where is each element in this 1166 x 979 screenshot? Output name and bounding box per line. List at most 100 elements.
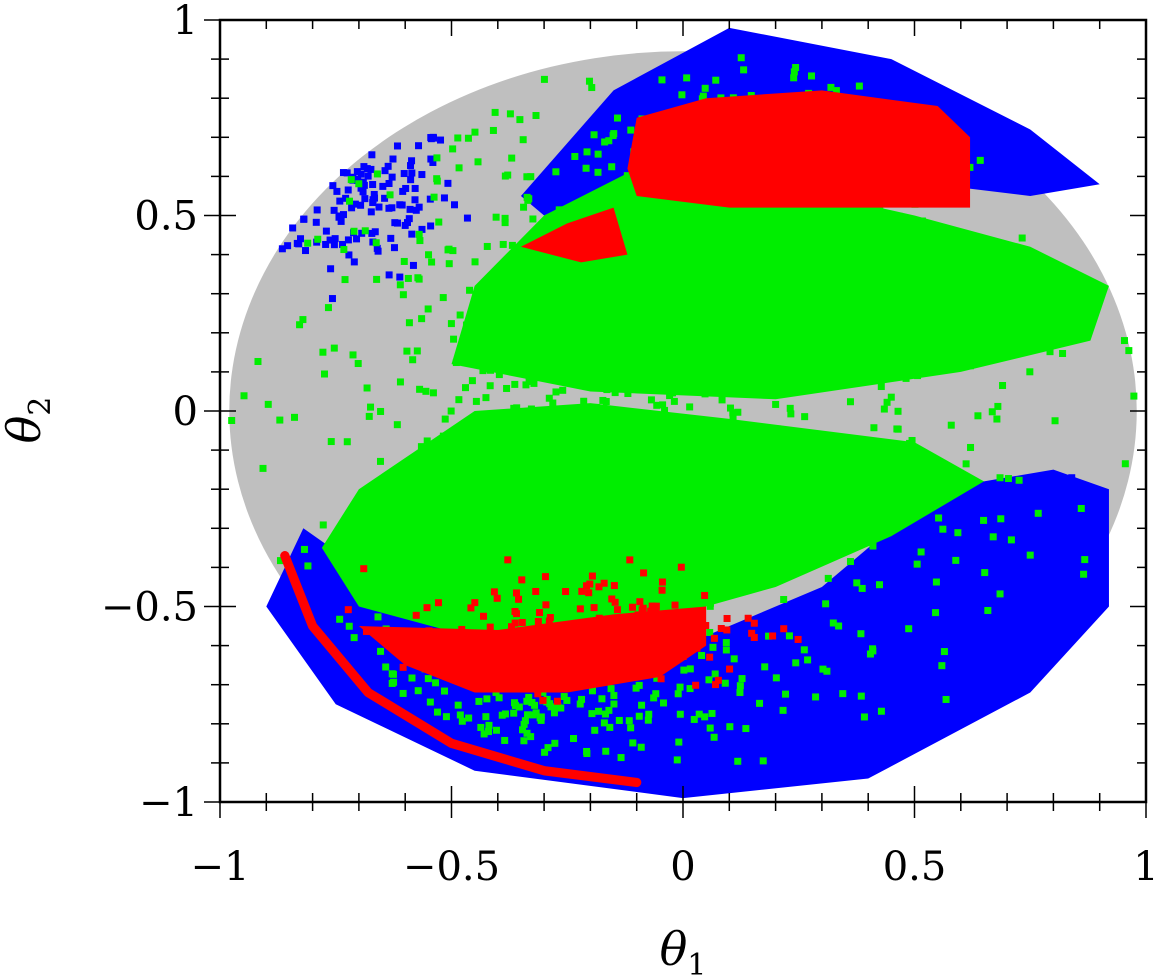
data-point [586,446,594,454]
data-point [1001,535,1009,543]
data-point [585,589,593,597]
data-point [565,421,573,429]
data-point [756,699,764,707]
data-point [620,366,628,374]
data-point [636,306,644,314]
data-point [827,83,835,91]
data-point [769,632,777,640]
data-point [579,591,587,599]
data-point [600,719,608,727]
data-point [679,652,687,660]
data-point [483,242,491,250]
data-point [918,217,926,225]
data-point [519,136,527,144]
data-point [632,190,640,198]
data-point [450,335,458,343]
data-point [1032,579,1040,587]
data-point [653,351,661,359]
data-point [471,128,479,136]
data-point [800,493,808,501]
data-point [478,285,486,293]
data-point [1027,593,1035,601]
data-point [533,437,541,445]
data-point [566,407,574,415]
data-point [386,191,394,199]
data-point [486,365,494,373]
data-point [643,623,651,631]
data-point [748,629,756,637]
data-point [676,683,684,691]
data-point [371,194,379,202]
data-point [347,176,355,184]
data-point [300,215,308,223]
data-point [729,553,737,561]
data-point [934,670,942,678]
data-point [663,657,671,665]
data-point [999,554,1007,562]
data-point [617,754,625,762]
data-point [729,449,737,457]
data-point [586,580,594,588]
data-point [436,565,444,573]
data-point [790,74,798,82]
data-point [433,175,441,183]
data-point [721,536,729,544]
data-point [856,499,864,507]
data-point [826,268,834,276]
data-point [595,707,603,715]
data-point [513,428,521,436]
data-point [569,323,577,331]
data-point [650,430,658,438]
data-point [586,450,594,458]
data-point [801,413,809,421]
data-point [608,163,616,171]
data-point [731,283,739,291]
data-point [588,84,596,92]
data-point [501,219,509,227]
data-point [561,604,569,612]
data-point [507,466,515,474]
data-point [522,381,530,389]
data-point [609,377,617,385]
data-point [860,713,868,721]
data-point [532,709,540,717]
data-point [254,357,262,365]
data-point [387,234,395,242]
data-point [331,235,339,243]
data-point [435,666,443,674]
data-point [701,540,709,548]
series-3-region-1 [520,207,628,263]
data-point [932,578,940,586]
data-point [835,622,843,630]
data-point [1030,592,1038,600]
data-point [557,308,565,316]
data-point [773,425,781,433]
data-point [744,614,752,622]
data-point [396,281,404,289]
data-point [887,332,895,340]
data-point [1070,563,1078,571]
data-point [765,241,773,249]
data-point [385,271,393,279]
data-point [521,717,529,725]
data-point [506,296,514,304]
data-point [527,405,535,413]
data-point [335,213,343,221]
data-point [602,747,610,755]
data-point [422,387,430,395]
data-point [597,458,605,466]
data-point [993,641,1001,649]
data-point [358,229,366,237]
data-point [365,412,373,420]
data-point [932,609,940,617]
data-point [730,655,738,663]
data-point [921,304,929,312]
data-point [968,608,976,616]
data-point [880,405,888,413]
data-point [1019,637,1027,645]
data-point [963,571,971,579]
data-point [682,633,690,641]
data-point [937,366,945,374]
data-point [662,615,670,623]
data-point [985,518,993,526]
